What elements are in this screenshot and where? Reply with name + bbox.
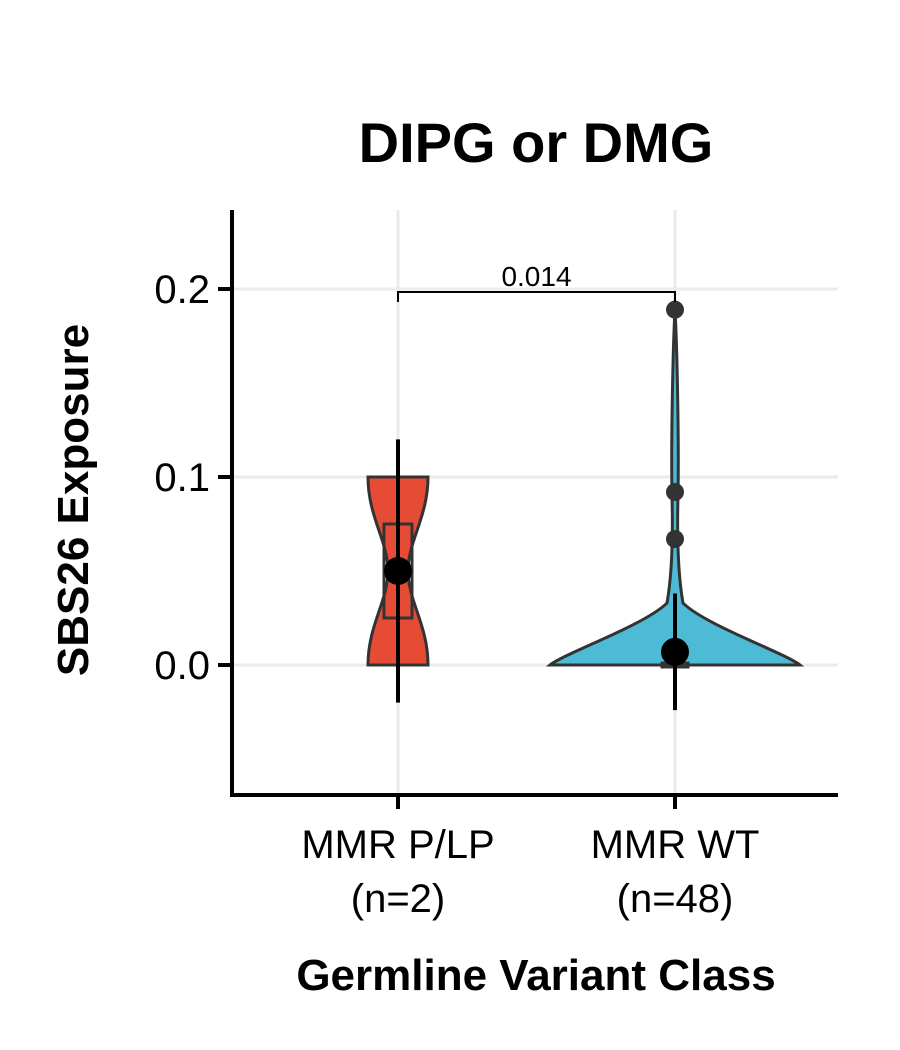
outlier-point — [666, 530, 684, 549]
y-tick-label: 0.0 — [154, 644, 210, 688]
mean-point-mmr-wt — [661, 637, 689, 666]
chart-title: DIPG or DMG — [359, 111, 714, 174]
outlier-point — [666, 300, 684, 319]
violins — [366, 300, 805, 711]
gridlines — [232, 210, 838, 795]
mean-point-mmr-plp — [384, 557, 412, 585]
y-tick-label: 0.1 — [154, 456, 210, 500]
x-tick-label: MMR WT — [591, 823, 760, 867]
x-tick-label: MMR P/LP — [301, 823, 494, 867]
p-value-label: 0.014 — [501, 261, 571, 292]
x-tick-sample-size: (n=48) — [617, 877, 734, 921]
y-axis-title: SBS26 Exposure — [49, 324, 98, 676]
significance-annotation: 0.014 — [397, 261, 676, 302]
x-axis-title: Germline Variant Class — [296, 951, 775, 1000]
axes: 0.0 0.1 0.2 MMR P/LP (n=2) MMR WT (n=48) — [154, 210, 838, 921]
outlier-point — [666, 483, 684, 502]
x-tick-sample-size: (n=2) — [351, 877, 446, 921]
significance-bracket — [397, 291, 676, 302]
y-tick-label: 0.2 — [154, 268, 210, 312]
